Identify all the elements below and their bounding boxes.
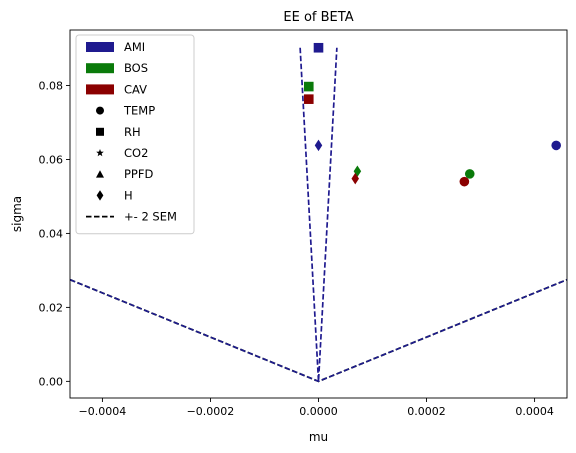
point-cav-h <box>351 172 359 185</box>
legend-swatch-bos <box>86 63 114 74</box>
legend-marker-rh <box>96 127 104 136</box>
y-axis-label: sigma <box>10 196 24 232</box>
legend-swatch-ami <box>86 42 114 52</box>
legend-swatch-cav <box>86 84 114 95</box>
legend-label: RH <box>124 125 141 139</box>
sem-line-4 <box>299 47 338 382</box>
x-tick-label: −0.0004 <box>79 405 127 418</box>
legend-label: CAV <box>124 82 147 96</box>
point-bos-rh <box>303 81 314 92</box>
point-ami-h <box>314 139 323 152</box>
legend-marker-h <box>96 190 104 201</box>
legend-label: AMI <box>124 40 145 54</box>
legend-label: BOS <box>124 61 148 75</box>
point-bos-temp <box>464 169 475 179</box>
legend-marker-temp <box>96 106 104 115</box>
legend: AMI BOS CAV TEMP RH CO2 PPFD H +- 2 SEM <box>75 34 195 235</box>
point-cav-rh <box>303 94 314 104</box>
y-tick-label: 0.06 <box>39 153 64 166</box>
y-axis: 0.00 0.02 0.04 0.06 0.08 <box>39 79 70 388</box>
chart-title: EE of BETA <box>283 10 353 25</box>
legend-label: PPFD <box>124 167 153 181</box>
sem-line-3 <box>70 278 567 383</box>
plot-area <box>70 42 567 383</box>
y-tick-label: 0.02 <box>39 301 64 314</box>
legend-label: H <box>124 188 133 202</box>
legend-label: +- 2 SEM <box>124 210 177 224</box>
point-ami-rh <box>313 42 324 53</box>
legend-label: CO2 <box>124 146 148 160</box>
y-tick-label: 0.04 <box>39 227 64 240</box>
point-cav-temp <box>459 176 470 187</box>
y-tick-label: 0.00 <box>39 375 64 388</box>
x-tick-label: 0.0004 <box>515 405 554 418</box>
x-axis-label: mu <box>309 430 328 444</box>
x-tick-label: 0.0002 <box>407 405 446 418</box>
legend-marker-co2 <box>96 149 104 157</box>
x-tick-label: 0.0000 <box>299 405 338 418</box>
x-tick-label: −0.0002 <box>187 405 235 418</box>
y-tick-label: 0.08 <box>39 79 64 92</box>
x-axis: −0.0004 −0.0002 0.0000 0.0002 0.0004 <box>79 398 554 418</box>
point-ami-temp <box>551 140 561 151</box>
legend-marker-ppfd <box>96 170 104 178</box>
legend-label: TEMP <box>123 104 155 118</box>
